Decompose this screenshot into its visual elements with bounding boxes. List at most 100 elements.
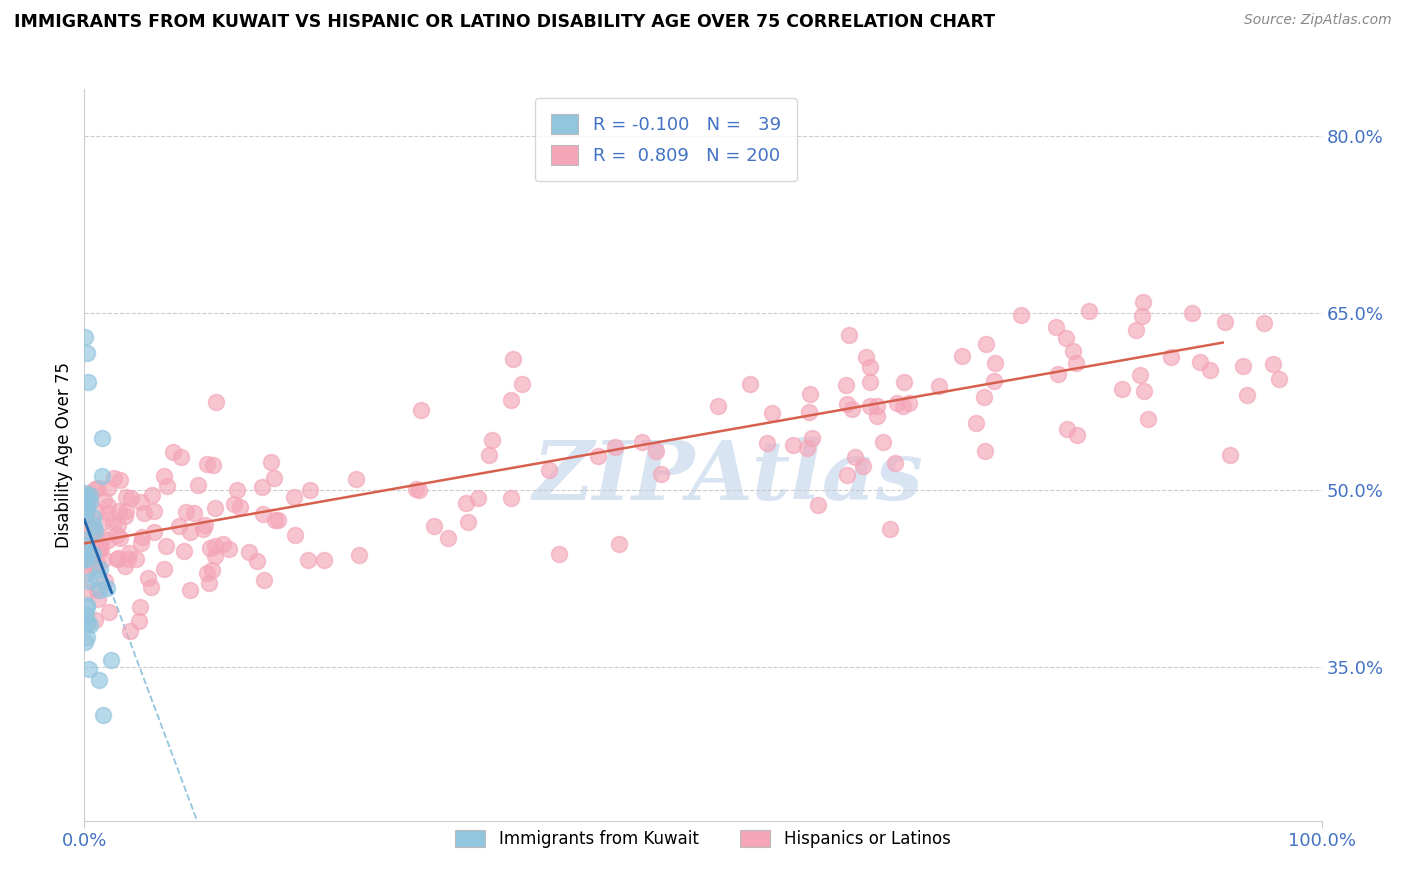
Point (76, 558, 98, 572)
Point (87, 538, 110, 552)
Point (77, 519, 100, 533)
Point (143, 525, 166, 540)
Point (1199, 363, 1222, 377)
Point (107, 551, 129, 566)
Point (120, 491, 142, 505)
Point (502, 351, 524, 366)
Point (212, 537, 235, 551)
Point (93, 552, 115, 566)
Point (284, 527, 307, 541)
Point (884, 456, 907, 470)
Point (75, 508, 97, 522)
Point (501, 491, 523, 506)
Point (263, 471, 285, 485)
Point (129, 535, 152, 549)
Point (246, 554, 269, 568)
Point (865, 399, 887, 413)
Point (1261, 357, 1284, 371)
Point (76, 489, 98, 503)
Point (457, 515, 479, 529)
Point (1010, 308, 1032, 322)
Point (984, 355, 1007, 369)
Point (198, 541, 221, 556)
Point (75, 538, 97, 552)
Point (179, 524, 201, 539)
Point (499, 392, 522, 407)
Point (1062, 344, 1084, 359)
Point (76, 496, 98, 510)
Point (136, 571, 159, 585)
Point (97, 605, 120, 619)
Point (1066, 428, 1088, 442)
Point (586, 450, 609, 464)
Point (893, 375, 915, 389)
Point (409, 403, 432, 417)
Point (1111, 383, 1133, 397)
Point (835, 377, 858, 392)
Point (73, 533, 96, 547)
Point (423, 518, 446, 533)
Point (156, 479, 179, 493)
Point (197, 576, 219, 591)
Point (75, 585, 97, 599)
Point (204, 500, 226, 515)
Point (75, 507, 97, 521)
Point (226, 483, 249, 497)
Point (204, 549, 226, 563)
Point (205, 395, 228, 409)
Point (93, 492, 115, 507)
Point (859, 399, 882, 413)
Point (974, 337, 997, 351)
Point (139, 580, 162, 594)
Point (755, 436, 778, 450)
Point (142, 504, 165, 518)
Point (740, 377, 762, 392)
Point (298, 483, 321, 498)
Point (201, 458, 224, 473)
Point (76, 346, 98, 360)
Text: ZIPAtlas: ZIPAtlas (533, 437, 924, 516)
Point (100, 653, 122, 667)
Point (314, 553, 336, 567)
Point (891, 400, 914, 414)
Point (76, 501, 98, 516)
Point (195, 458, 218, 472)
Point (167, 519, 190, 533)
Point (89, 541, 111, 555)
Point (838, 328, 860, 343)
Point (89, 543, 111, 558)
Point (1219, 448, 1241, 462)
Point (162, 445, 184, 459)
Point (79, 488, 101, 502)
Point (835, 467, 858, 482)
Point (79, 617, 101, 632)
Point (75, 607, 97, 622)
Point (79, 549, 101, 564)
Point (467, 491, 489, 506)
Point (91, 431, 114, 445)
Point (897, 396, 920, 410)
Point (96, 581, 118, 595)
Point (297, 552, 319, 566)
Point (75, 502, 97, 516)
Point (548, 547, 571, 561)
Point (97, 533, 120, 547)
Point (76, 541, 98, 556)
Point (82, 510, 104, 524)
Point (1160, 350, 1182, 364)
Point (174, 505, 197, 519)
Point (852, 459, 875, 474)
Point (75, 485, 97, 500)
Point (89, 582, 111, 597)
Point (859, 359, 882, 374)
Point (253, 573, 276, 587)
Point (97, 481, 120, 495)
Point (153, 469, 176, 483)
Point (83, 540, 105, 554)
Point (879, 522, 901, 536)
Point (872, 434, 894, 449)
Point (97, 499, 120, 513)
Point (186, 478, 208, 492)
Point (344, 472, 367, 486)
Point (91, 707, 114, 722)
